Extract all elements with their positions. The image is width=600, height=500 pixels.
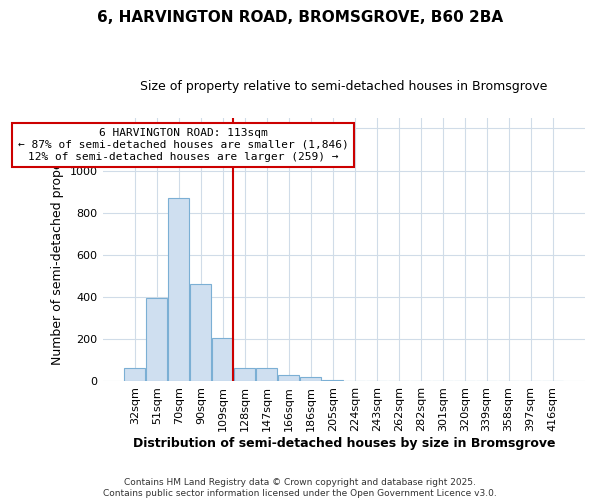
Bar xyxy=(256,368,277,382)
Bar xyxy=(344,380,365,382)
Bar xyxy=(124,368,145,382)
Bar xyxy=(146,298,167,382)
Bar xyxy=(278,375,299,382)
Bar xyxy=(322,380,343,382)
Y-axis label: Number of semi-detached properties: Number of semi-detached properties xyxy=(51,134,64,366)
Title: Size of property relative to semi-detached houses in Bromsgrove: Size of property relative to semi-detach… xyxy=(140,80,547,93)
X-axis label: Distribution of semi-detached houses by size in Bromsgrove: Distribution of semi-detached houses by … xyxy=(133,437,555,450)
Text: 6 HARVINGTON ROAD: 113sqm
← 87% of semi-detached houses are smaller (1,846)
12% : 6 HARVINGTON ROAD: 113sqm ← 87% of semi-… xyxy=(18,128,349,162)
Text: Contains HM Land Registry data © Crown copyright and database right 2025.
Contai: Contains HM Land Registry data © Crown c… xyxy=(103,478,497,498)
Bar xyxy=(190,284,211,382)
Bar xyxy=(235,368,255,382)
Bar xyxy=(212,338,233,382)
Text: 6, HARVINGTON ROAD, BROMSGROVE, B60 2BA: 6, HARVINGTON ROAD, BROMSGROVE, B60 2BA xyxy=(97,10,503,25)
Bar xyxy=(169,198,190,382)
Bar xyxy=(301,377,321,382)
